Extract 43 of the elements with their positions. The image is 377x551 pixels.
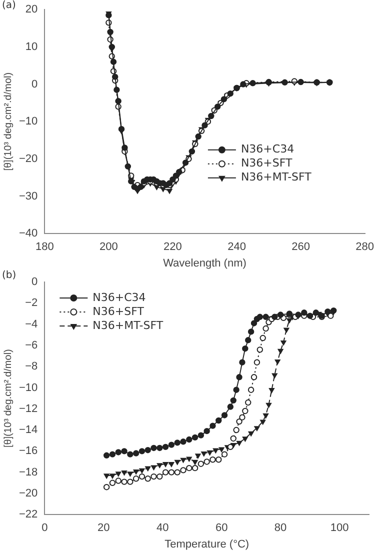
y-tick-label: −4 <box>25 318 38 330</box>
x-axis-title: Temperature (°C) <box>164 538 250 550</box>
x-tick-label: 20 <box>98 522 110 534</box>
y-tick-label: −6 <box>25 339 38 352</box>
x-tick-label: 220 <box>164 241 182 254</box>
chart-title: (a) <box>2 0 16 11</box>
y-tick-label: −40 <box>18 228 38 240</box>
legend-label: N36+C34 <box>240 142 294 156</box>
x-tick-label: 40 <box>156 522 169 534</box>
x-tick-label: 80 <box>274 522 287 534</box>
x-tick-label: 260 <box>292 241 310 254</box>
x-tick-label: 280 <box>356 241 374 254</box>
x-tick-label: 60 <box>215 522 228 534</box>
y-tick-label: 0 <box>32 78 38 90</box>
legend-label: N36+MT-SFT <box>92 318 164 332</box>
y-axis-title: [θ](10³ deg.cm².d/mol) <box>2 72 14 171</box>
x-tick-label: 180 <box>35 241 54 254</box>
x-tick-label: 0 <box>42 522 48 534</box>
y-axis-title: [θ](10³ deg.cm².d/mol) <box>2 349 14 448</box>
y-tick-label: −22 <box>18 508 38 521</box>
x-tick-label: 200 <box>100 241 118 254</box>
y-tick-label: −2 <box>25 297 38 310</box>
chart-title: (b) <box>2 270 16 281</box>
y-tick-label: −14 <box>18 424 38 436</box>
y-tick-label: −16 <box>18 445 38 458</box>
y-tick-label: 10 <box>25 40 38 53</box>
y-tick-label: 0 <box>32 276 38 288</box>
x-axis-title: Wavelength (nm) <box>163 257 246 270</box>
y-tick-label: −30 <box>18 190 38 202</box>
legend-label: N36+C34 <box>92 290 146 304</box>
y-tick-label: 20 <box>25 4 38 16</box>
y-tick-label: −10 <box>18 382 38 394</box>
y-tick-label: −20 <box>18 487 38 500</box>
y-tick-label: −10 <box>18 116 38 128</box>
y-tick-label: −18 <box>18 466 38 478</box>
y-tick-label: −12 <box>18 402 38 415</box>
legend-label: N36+SFT <box>240 156 292 170</box>
legend-label: N36+SFT <box>92 304 144 318</box>
x-tick-label: 240 <box>228 241 246 254</box>
x-tick-label: 100 <box>330 522 349 534</box>
y-tick-label: −20 <box>18 152 38 165</box>
legend-label: N36+MT-SFT <box>240 170 312 184</box>
y-tick-label: −8 <box>25 360 38 373</box>
